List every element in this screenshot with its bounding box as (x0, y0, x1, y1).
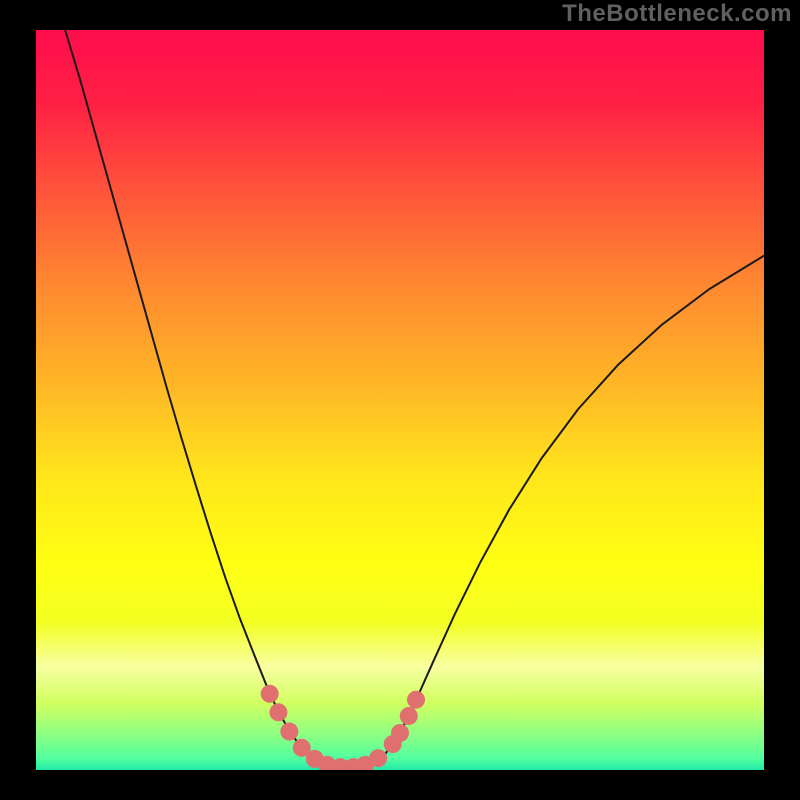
highlight-marker (407, 691, 425, 709)
highlight-marker (391, 724, 409, 742)
highlight-marker (369, 749, 387, 767)
watermark-text: TheBottleneck.com (562, 0, 792, 28)
plot-background-gradient (36, 30, 764, 770)
highlight-marker (261, 685, 279, 703)
highlight-marker (280, 723, 298, 741)
bottleneck-chart (0, 0, 800, 800)
highlight-marker (400, 707, 418, 725)
highlight-marker (269, 703, 287, 721)
chart-stage: TheBottleneck.com (0, 0, 800, 800)
